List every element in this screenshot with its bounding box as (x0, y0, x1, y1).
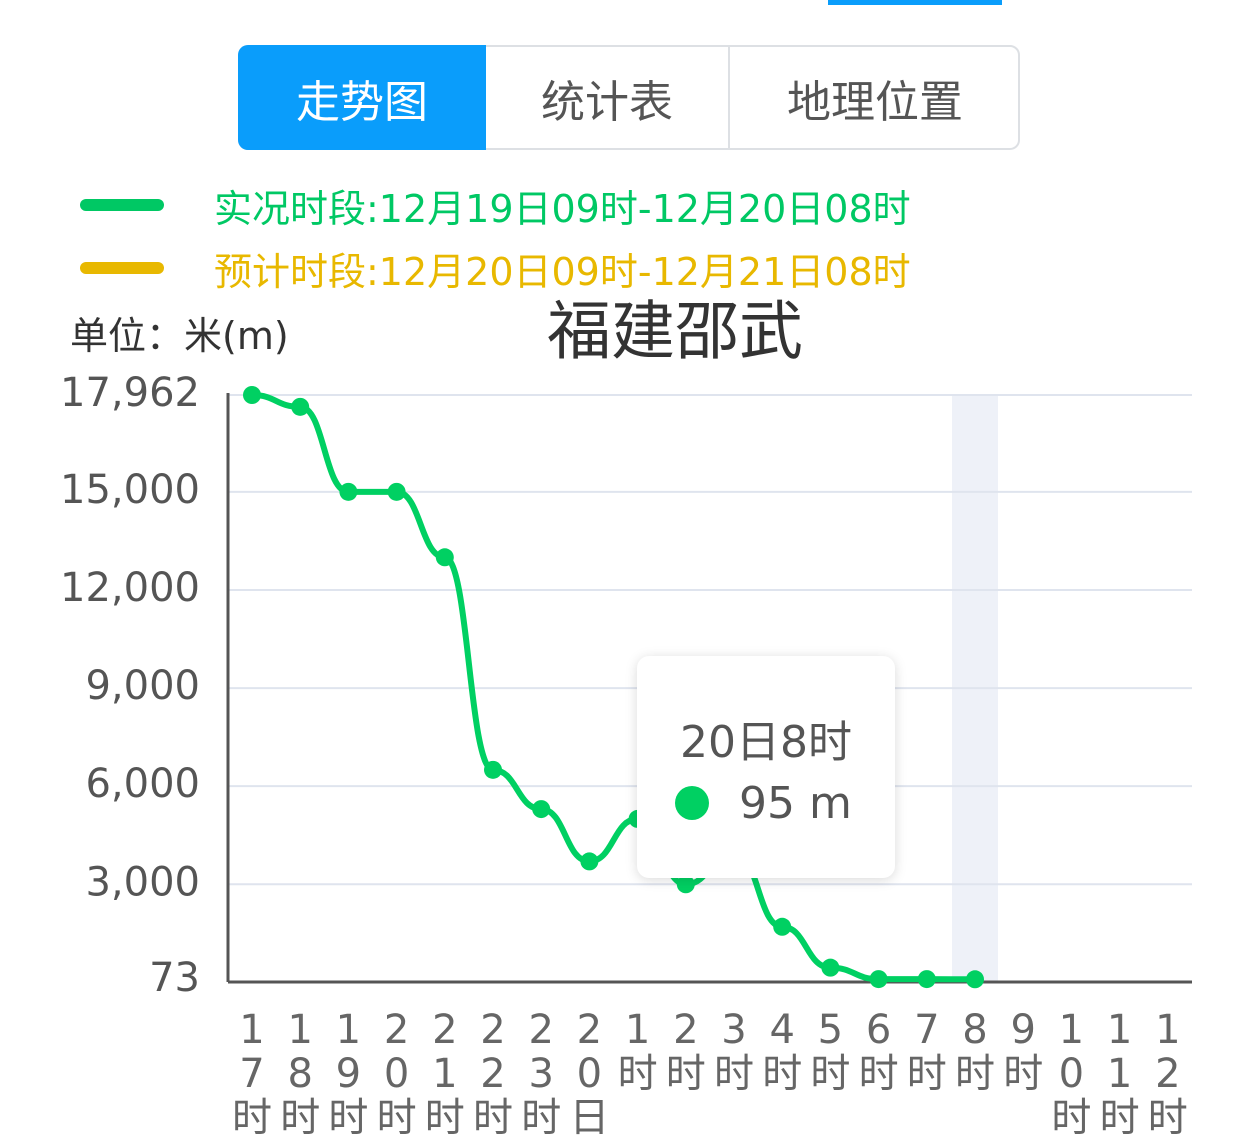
y-tick-label: 3,000 (85, 859, 200, 905)
point (869, 970, 888, 989)
point (291, 397, 310, 416)
y-tick-label: 15,000 (60, 467, 200, 513)
chart-title: 福建邵武 (547, 296, 803, 370)
legend-swatch (80, 262, 164, 274)
point (339, 482, 358, 501)
legend-text: 预计时段:12月20日09时-12月21日08时 (214, 250, 911, 294)
x-tick-label: 5时 (810, 1007, 851, 1097)
x-tick-label: 7时 (906, 1007, 947, 1097)
x-tick-label: 23时 (521, 1007, 562, 1141)
y-tick-label: 9,000 (85, 663, 200, 709)
tooltip-dot (675, 786, 709, 820)
tooltip: 20日8时 95 m (637, 656, 895, 878)
x-tick-label: 17时 (232, 1007, 272, 1141)
x-tick-label: 8时 (955, 1007, 995, 1097)
tooltip-title: 20日8时 (680, 717, 852, 768)
x-tick-label: 9时 (1003, 1007, 1044, 1097)
x-tick-label: 2时 (665, 1007, 706, 1097)
point (532, 800, 551, 819)
y-tick-label: 12,000 (60, 565, 200, 611)
point (821, 958, 840, 977)
point (676, 875, 695, 894)
point (243, 386, 261, 404)
point (580, 852, 599, 871)
x-tick-label: 10时 (1051, 1007, 1092, 1141)
x-tick-label: 21时 (424, 1007, 465, 1141)
x-tick-label: 22时 (473, 1007, 513, 1141)
tab[interactable]: 走势图 (238, 45, 486, 150)
y-tick-label: 6,000 (85, 761, 200, 807)
x-tick-label: 19时 (328, 1007, 369, 1141)
x-tick-label: 12时 (1147, 1007, 1188, 1141)
x-tick-label: 18时 (280, 1007, 321, 1141)
tab[interactable]: 统计表 (486, 45, 730, 150)
point (773, 917, 792, 936)
top-indicator (828, 0, 1002, 5)
point (387, 482, 406, 501)
x-tick-label: 6时 (858, 1007, 899, 1097)
tab[interactable]: 地理位置 (787, 76, 963, 128)
x-tick-label: 20时 (376, 1007, 417, 1141)
point (917, 970, 936, 989)
point (435, 548, 454, 567)
x-tick-label: 3时 (714, 1007, 754, 1097)
legend-swatch (80, 199, 164, 211)
x-tick-label: 4时 (762, 1007, 803, 1097)
x-tick-label: 1时 (617, 1007, 658, 1097)
legend-text: 实况时段:12月19日09时-12月20日08时 (214, 187, 911, 231)
point (484, 760, 502, 779)
y-tick-label: 17,962 (60, 370, 200, 416)
unit-label: 单位：米(m) (70, 314, 289, 358)
tooltip-text: 95 m (739, 778, 852, 829)
x-tick-label: 20日 (569, 1007, 610, 1141)
y-tick-label: 73 (149, 955, 200, 1001)
point (966, 970, 984, 989)
x-tick-label: 11时 (1099, 1007, 1140, 1141)
